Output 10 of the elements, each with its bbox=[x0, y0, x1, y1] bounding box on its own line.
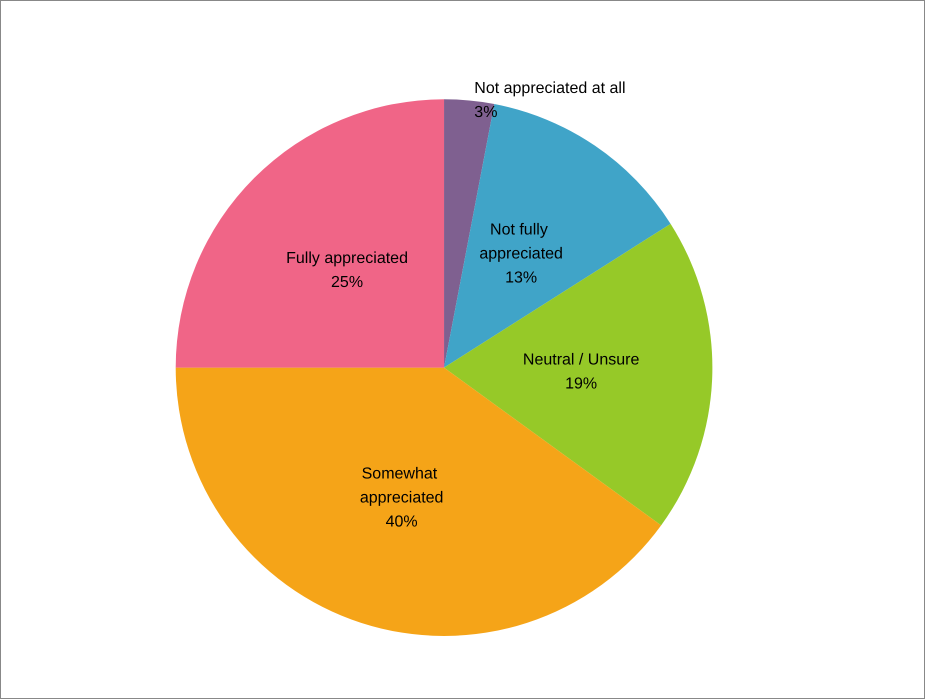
slice-label: Not fully appreciated bbox=[479, 222, 563, 263]
slice-label: Not appreciated at all bbox=[474, 80, 626, 97]
data-label: 40% bbox=[386, 514, 418, 531]
data-label: 19% bbox=[565, 375, 598, 392]
data-label: 13% bbox=[505, 270, 538, 287]
data-label: 25% bbox=[331, 274, 364, 292]
slice-label: Neutral / Unsure bbox=[522, 351, 640, 368]
data-label: 3% bbox=[474, 104, 498, 121]
slice-label: Fully appreciated bbox=[286, 250, 408, 268]
slice-label: Somewhat appreciated bbox=[360, 466, 444, 507]
